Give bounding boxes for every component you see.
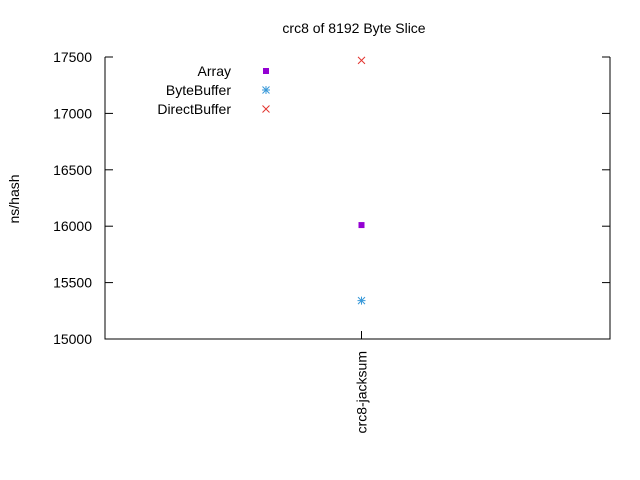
y-tick-label: 15500 — [53, 275, 92, 291]
data-point-array — [358, 222, 365, 229]
y-tick-label: 16500 — [53, 162, 92, 178]
y-tick-label: 17500 — [53, 49, 92, 65]
legend: Array ByteBuffer DirectBuffer — [157, 63, 270, 117]
legend-marker — [262, 105, 270, 113]
y-tick-label: 16000 — [53, 218, 92, 234]
axis-frame — [104, 57, 611, 340]
legend-label: ByteBuffer — [166, 82, 231, 98]
data-point-directbuffer — [357, 56, 366, 65]
axes — [104, 57, 611, 340]
legend-marker — [262, 86, 270, 94]
data-point-bytebuffer — [357, 296, 366, 305]
y-axis-label: ns/hash — [6, 174, 22, 223]
data-points — [357, 56, 366, 305]
y-ticks: 15000 15500 16000 16500 17000 17500 — [53, 49, 610, 347]
x-tick-label: crc8-jacksum — [354, 351, 370, 433]
legend-marker — [263, 68, 269, 74]
x-ticks: crc8-jacksum — [354, 331, 370, 433]
chart-title: crc8 of 8192 Byte Slice — [282, 20, 425, 36]
legend-label: Array — [198, 63, 231, 79]
y-tick-label: 17000 — [53, 105, 92, 121]
y-tick-label: 15000 — [53, 331, 92, 347]
legend-label: DirectBuffer — [157, 101, 231, 117]
